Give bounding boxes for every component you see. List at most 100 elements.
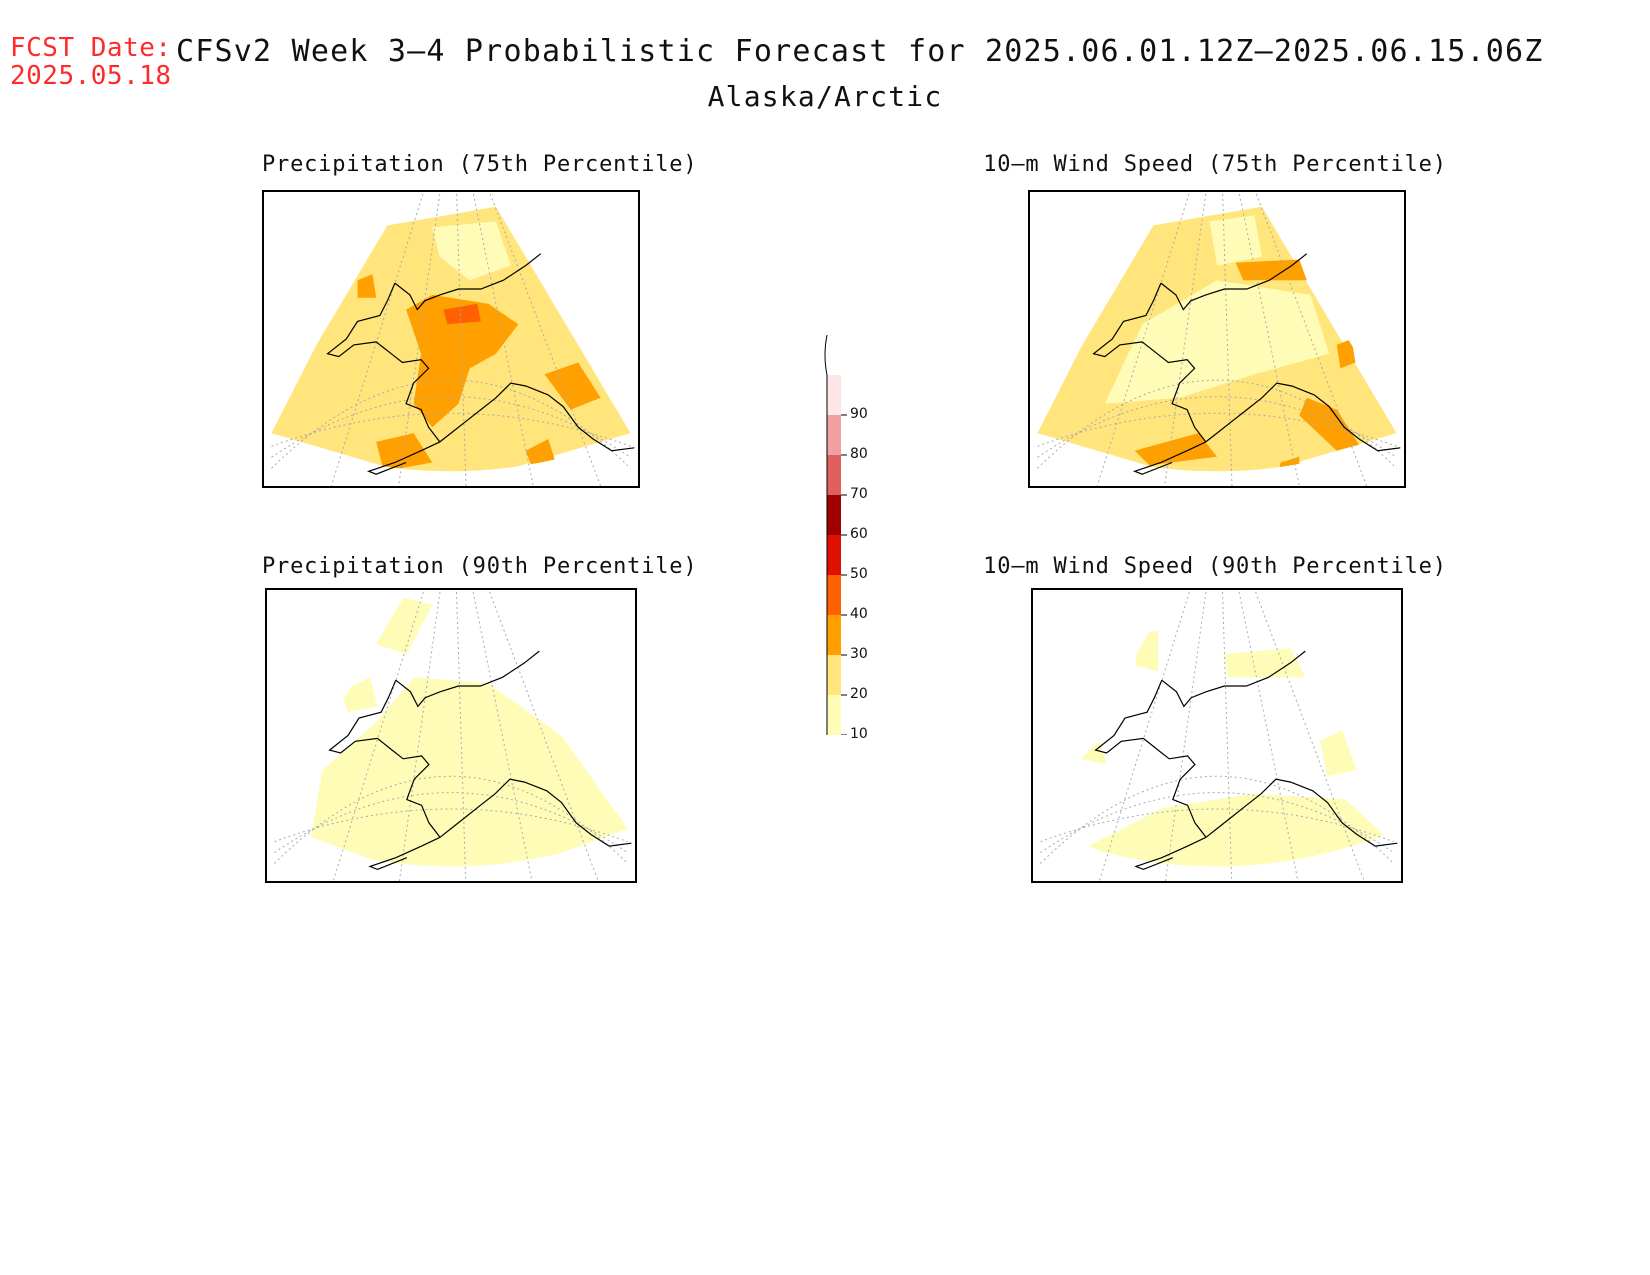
shaded-region [443,303,481,325]
colorbar-label-70: 70 [850,486,868,502]
map-precip-75 [271,193,635,486]
latitude-line [274,775,628,864]
longitude-line [489,193,602,486]
graticule [1037,193,1397,486]
map-precip-90 [274,591,632,881]
coastline [1132,441,1207,475]
longitude-line [1164,591,1207,881]
panel-title-precip-75: Precipitation (75th Percentile) [262,152,698,177]
longitude-line [1222,591,1233,881]
colorbar [815,334,885,776]
colorbar-label-50: 50 [850,566,868,582]
colorbar-label-20: 20 [850,686,868,702]
colorbar-label-40: 40 [850,606,868,622]
map-wind-90 [1040,591,1398,881]
map-wind-75 [1037,193,1401,486]
latitude-line [1040,792,1394,854]
colorbar-label-10: 10 [850,726,868,742]
colorbar-svg [824,334,847,776]
latitude-line [271,396,631,458]
longitude-line [472,591,533,881]
longitude-line [456,591,467,881]
graticule [274,591,628,881]
colorbar-segment-80 [827,415,841,455]
longitude-line [1238,591,1299,881]
colorbar-segment-40 [827,575,841,615]
page-title: CFSv2 Week 3–4 Probabilistic Forecast fo… [176,34,1544,69]
colorbar-segment-10 [827,695,841,735]
colorbar-segment-90 [827,375,841,415]
shaded-region [1235,259,1307,281]
longitude-line [330,193,424,486]
colorbar-segment-20 [827,655,841,695]
coastline [1160,253,1308,311]
shaded-region [1299,397,1360,451]
coastline [1094,679,1398,847]
probability-shading [271,206,631,472]
map-panel-precip-75 [262,190,640,488]
graticule [1040,591,1394,881]
shaded-region [357,274,377,298]
shaded-region [1224,648,1306,678]
map-panel-wind-75 [1028,190,1406,488]
longitude-line [1222,193,1233,486]
colorbar-segment-70 [827,455,841,495]
longitude-line [398,591,441,881]
shaded-region [1209,215,1262,266]
shaded-region [432,221,511,281]
latitude-line [1040,775,1394,864]
forecast-date-label: FCST Date: [10,33,172,63]
shaded-region [1336,339,1356,369]
latitude-line [1037,396,1397,458]
colorbar-label-30: 30 [850,646,868,662]
longitude-line [1255,591,1365,881]
longitude-line [1096,193,1190,486]
colorbar-label-80: 80 [850,446,868,462]
coastline [368,836,441,871]
longitude-line [1164,193,1207,486]
shaded-region [340,677,378,713]
longitude-line [1255,193,1368,486]
colorbar-segment-50 [827,535,841,575]
shaded-region [1136,630,1159,672]
longitude-line [332,591,424,881]
coastline [326,282,635,452]
shaded-region [370,595,433,654]
coastline [366,441,441,475]
latitude-line [271,379,631,469]
panel-title-wind-90: 10–m Wind Speed (90th Percentile) [983,554,1447,579]
shaded-region [1134,433,1217,466]
longitude-line [1098,591,1190,881]
coastline [1134,836,1207,871]
map-panel-precip-90 [265,588,637,883]
latitude-line [1037,379,1397,469]
probability-shading [311,595,628,867]
probability-shading [1037,206,1397,472]
forecast-date-block: FCST Date: 2025.05.18 [10,34,172,90]
longitude-line [489,591,599,881]
map-panel-wind-90 [1031,588,1403,883]
shaded-region [376,433,433,472]
shaded-region [1088,793,1387,867]
region-subtitle: Alaska/Arctic [707,80,943,113]
shaded-region [1104,280,1330,404]
colorbar-label-60: 60 [850,526,868,542]
forecast-date-value: 2025.05.18 [10,61,172,91]
colorbar-segment-60 [827,495,841,535]
coastline [328,679,632,847]
coastline [394,253,542,311]
coastline [1092,282,1401,452]
panel-title-precip-90: Precipitation (90th Percentile) [262,554,698,579]
coastline [395,650,540,708]
probability-shading [1080,630,1387,867]
latitude-line [274,792,628,854]
colorbar-segment-30 [827,615,841,655]
shaded-region [544,362,601,410]
shaded-region [406,294,519,428]
shaded-region [311,677,628,867]
longitude-line [398,193,441,486]
longitude-line [456,193,467,486]
panel-title-wind-75: 10–m Wind Speed (75th Percentile) [983,152,1447,177]
shaded-region [1320,729,1357,777]
graticule [271,193,631,486]
